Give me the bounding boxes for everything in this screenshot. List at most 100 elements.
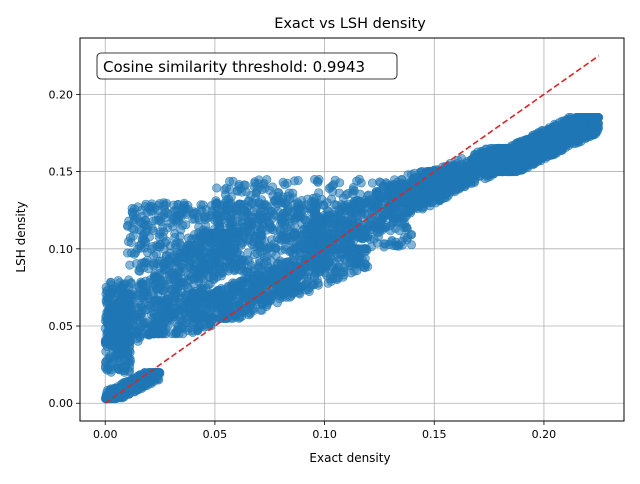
data-point [104,388,114,398]
data-point [131,310,141,320]
x-axis-label: Exact density [309,451,390,465]
data-point [278,192,288,202]
data-point [234,199,244,209]
data-point [150,372,160,382]
data-point [171,282,181,292]
data-point [542,152,552,162]
data-point [148,226,158,236]
data-point [106,367,116,377]
data-point [205,279,215,289]
y-tick-label: 0.05 [49,320,74,333]
data-point [125,358,135,368]
data-point [128,208,138,218]
data-point [334,223,344,233]
data-point [348,236,358,246]
data-point [289,176,299,186]
data-point [441,179,451,189]
data-point [266,291,276,301]
data-point [105,288,115,298]
data-point [348,182,358,192]
data-point [272,199,282,209]
y-tick-label: 0.20 [49,88,74,101]
data-point [106,280,116,290]
data-point [397,197,407,207]
data-point [551,121,561,131]
data-point [380,206,390,216]
data-point [119,312,129,322]
data-point [248,275,258,285]
data-point [134,266,144,276]
x-tick-label: 0.10 [312,428,337,441]
data-point [277,217,287,227]
y-tick-label: 0.15 [49,166,74,179]
data-point [571,132,581,142]
data-point [402,233,412,243]
data-point [244,310,254,320]
data-point [215,241,225,251]
data-point [123,248,133,258]
data-point [186,249,196,259]
data-point [174,257,184,267]
data-point [359,244,369,254]
data-point [211,196,221,206]
data-point [149,251,159,261]
data-point [278,177,288,187]
data-point [295,269,305,279]
data-point [377,224,387,234]
data-point [425,193,435,203]
data-point [260,275,270,285]
data-point [153,272,163,282]
data-point [259,242,269,252]
data-point [175,316,185,326]
data-point [123,220,133,230]
data-point [531,138,541,148]
data-point [223,304,233,314]
data-point [266,206,276,216]
data-point [133,333,143,343]
data-point [252,282,262,292]
data-point [234,236,244,246]
data-points [100,113,604,404]
data-point [394,184,404,194]
data-point [210,260,220,270]
data-point [307,221,317,231]
data-point [194,227,204,237]
data-point [183,233,193,243]
data-point [267,222,277,232]
y-tick-label: 0.00 [49,397,74,410]
data-point [244,256,254,266]
data-point [189,313,199,323]
data-point [285,292,295,302]
data-point [350,253,360,263]
data-point [317,194,327,204]
data-point [108,328,118,338]
data-point [185,262,195,272]
data-point [452,180,462,190]
data-point [196,303,206,313]
data-point [119,336,129,346]
data-point [513,140,523,150]
data-point [110,336,120,346]
data-point [557,141,567,151]
y-axis-label: LSH density [14,201,28,272]
data-point [364,190,374,200]
data-point [481,144,491,154]
data-point [262,175,272,185]
data-point [158,309,168,319]
data-point [177,208,187,218]
data-point [485,167,495,177]
chart-title: Exact vs LSH density [274,16,426,32]
data-point [549,138,559,148]
data-point [212,183,222,193]
data-point [171,328,181,338]
data-point [117,381,127,391]
data-point [171,307,181,317]
data-point [160,200,170,210]
data-point [256,195,266,205]
data-point [272,298,282,308]
data-point [367,178,377,188]
data-point [231,209,241,219]
annotation-box: Cosine similarity threshold: 0.9943 [96,52,398,80]
data-point [298,212,308,222]
data-point [349,266,359,276]
